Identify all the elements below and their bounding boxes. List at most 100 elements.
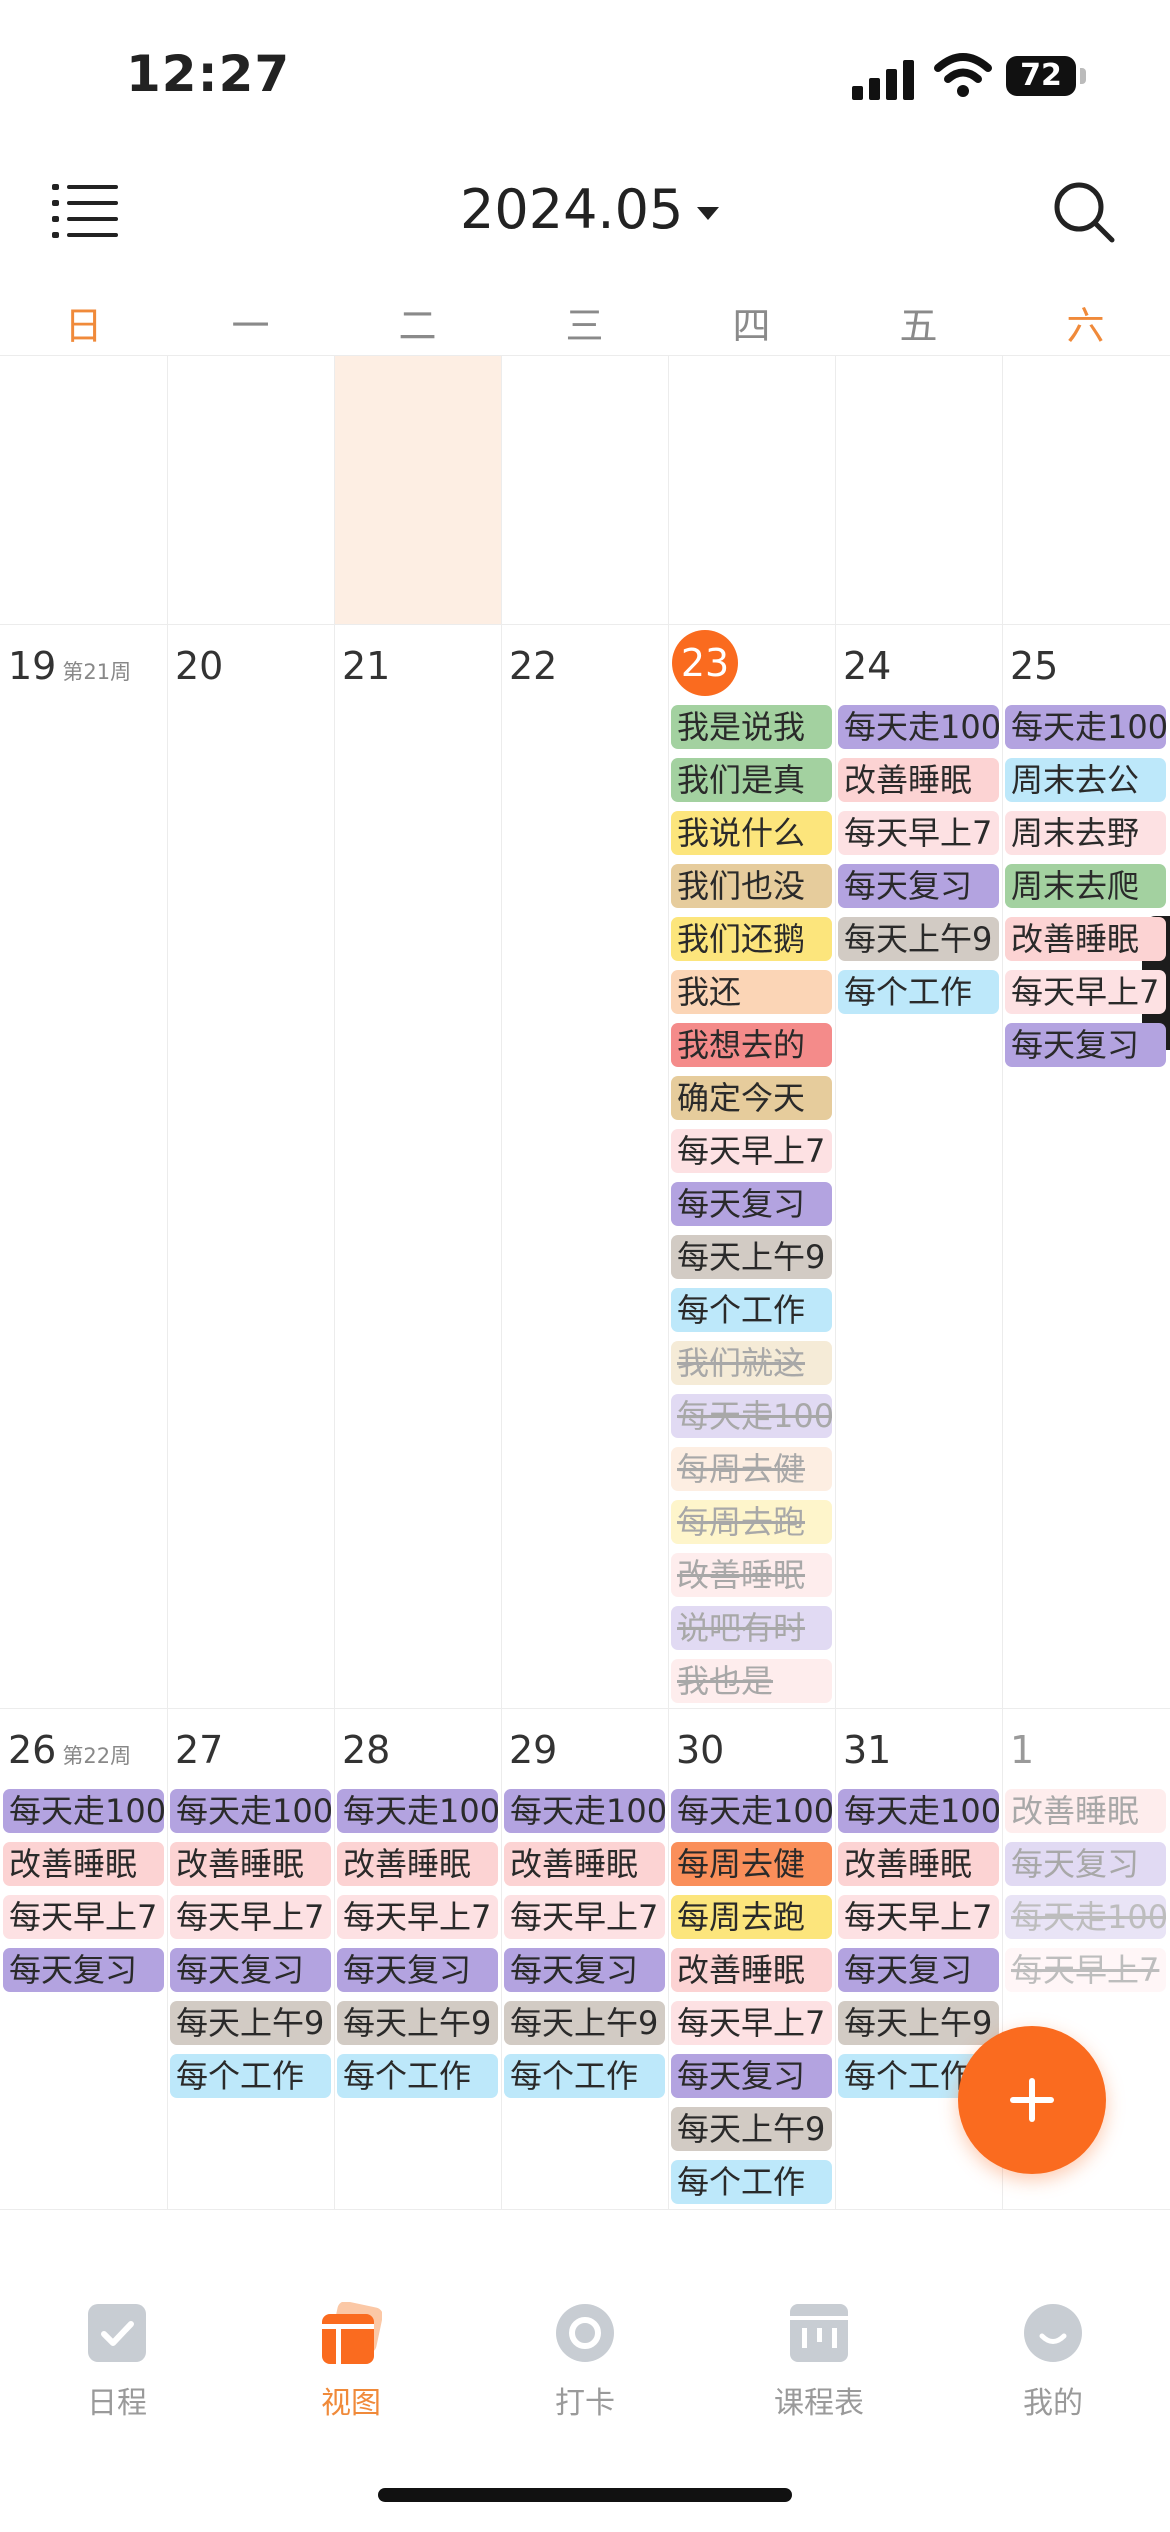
event-chip[interactable]: 每天早上7 [170,1895,331,1939]
event-chip[interactable]: 每天走100 [504,1789,665,1833]
event-chip[interactable]: 每天早上7 [671,1129,832,1173]
day-cell-date[interactable]: 1 [1010,1728,1034,1772]
event-chip[interactable]: 每天复习 [838,1948,999,1992]
list-menu-icon[interactable] [52,180,118,240]
event-chip[interactable]: 我们也没 [671,864,832,908]
event-chip[interactable]: 每天复习 [1005,1023,1166,1067]
day-cell-date[interactable]: 25 [1010,644,1058,688]
day-cell-date[interactable]: 24 [843,644,891,688]
event-chip[interactable]: 每个工作 [337,2054,498,2098]
day-cell-date[interactable]: 22 [509,644,557,688]
weekday-sun: 日 [64,304,103,348]
event-chip[interactable]: 每个工作 [504,2054,665,2098]
event-chip[interactable]: 改善睡眠 [838,758,999,802]
day-cell-date[interactable]: 31 [843,1728,891,1772]
event-chip[interactable]: 每天走100 [1005,705,1166,749]
event-chip[interactable]: 每天复习 [671,1182,832,1226]
event-chip[interactable]: 每天复习 [838,864,999,908]
date-number: 19 [8,644,57,688]
event-chip[interactable]: 改善睡眠 [671,1948,832,1992]
event-chip[interactable]: 周末去爬 [1005,864,1166,908]
event-chip[interactable]: 每天早上7 [1005,1948,1166,1992]
day-cell-date[interactable]: 19 第21周 [8,644,131,688]
event-chip[interactable]: 确定今天 [671,1076,832,1120]
event-chip[interactable]: 每天早上7 [337,1895,498,1939]
event-chip[interactable]: 每天上午9 [170,2001,331,2045]
event-chip[interactable]: 每天复习 [504,1948,665,1992]
event-chip[interactable]: 改善睡眠 [1005,917,1166,961]
checkbox-icon [88,2304,146,2362]
event-chip[interactable]: 每天走100 [671,1394,832,1438]
day-cell-date[interactable]: 21 [342,644,390,688]
tab-timetable[interactable]: 课程表 [702,2250,936,2421]
event-chip[interactable]: 每天走100 [170,1789,331,1833]
event-chip[interactable]: 我还 [671,970,832,1014]
event-chip[interactable]: 每天早上7 [838,811,999,855]
event-chip[interactable]: 每天上午9 [671,1235,832,1279]
event-chip[interactable]: 每天走100 [671,1789,832,1833]
event-chip[interactable]: 每天走100 [838,1789,999,1833]
event-chip[interactable]: 改善睡眠 [170,1842,331,1886]
event-chip[interactable]: 每天上午9 [337,2001,498,2045]
event-chip[interactable]: 每周去跑 [671,1895,832,1939]
caret-down-icon [697,206,720,220]
day-cell-date[interactable]: 27 [175,1728,223,1772]
event-chip[interactable]: 改善睡眠 [3,1842,164,1886]
event-chip[interactable]: 改善睡眠 [671,1553,832,1597]
event-chip[interactable]: 改善睡眠 [838,1842,999,1886]
date-number: 22 [509,644,558,688]
event-chip[interactable]: 每天上午9 [671,2107,832,2151]
event-chip[interactable]: 每天早上7 [504,1895,665,1939]
event-chip[interactable]: 每天上午9 [838,2001,999,2045]
event-chip[interactable]: 改善睡眠 [1005,1789,1166,1833]
tab-profile[interactable]: 我的 [936,2250,1170,2421]
event-chip[interactable]: 每天复习 [337,1948,498,1992]
event-chip[interactable]: 每天走100 [3,1789,164,1833]
event-chip[interactable]: 改善睡眠 [337,1842,498,1886]
event-chip[interactable]: 每周去跑 [671,1500,832,1544]
today-date-badge[interactable]: 23 [672,630,738,696]
event-chip[interactable]: 改善睡眠 [504,1842,665,1886]
event-chip[interactable]: 我们就这 [671,1341,832,1385]
event-chip[interactable]: 每天上午9 [838,917,999,961]
day-cell-date[interactable]: 20 [175,644,223,688]
event-chip[interactable]: 说吧有时 [671,1606,832,1650]
day-cell-date[interactable]: 29 [509,1728,557,1772]
event-chip[interactable]: 每周去健 [671,1842,832,1886]
event-chip[interactable]: 周末去公 [1005,758,1166,802]
tab-view[interactable]: 视图 [234,2250,468,2421]
event-chip[interactable]: 我是说我 [671,705,832,749]
event-chip[interactable]: 每个工作 [170,2054,331,2098]
month-selector[interactable]: 2024.05 [460,178,720,241]
event-chip[interactable]: 我说什么 [671,811,832,855]
weekday-sat: 六 [1066,304,1105,348]
event-chip[interactable]: 每个工作 [671,2160,832,2204]
event-chip[interactable]: 每天走100 [337,1789,498,1833]
event-chip[interactable]: 每天走100 [838,705,999,749]
day-cell-date[interactable]: 30 [676,1728,724,1772]
event-chip[interactable]: 每天早上7 [671,2001,832,2045]
event-chip[interactable]: 每个工作 [838,970,999,1014]
tab-checkin[interactable]: 打卡 [468,2250,702,2421]
event-chip[interactable]: 每天上午9 [504,2001,665,2045]
day-cell-date[interactable]: 26 第22周 [8,1728,131,1772]
event-chip[interactable]: 每个工作 [671,1288,832,1332]
event-chip[interactable]: 每天早上7 [1005,970,1166,1014]
event-chip[interactable]: 每天复习 [1005,1842,1166,1886]
day-cell-date[interactable]: 28 [342,1728,390,1772]
tab-schedule[interactable]: 日程 [0,2250,234,2421]
event-chip[interactable]: 周末去野 [1005,811,1166,855]
event-chip[interactable]: 每天复习 [170,1948,331,1992]
event-chip[interactable]: 每天早上7 [838,1895,999,1939]
search-icon[interactable] [1052,180,1116,244]
event-chip[interactable]: 我想去的 [671,1023,832,1067]
event-chip[interactable]: 我们还鹅 [671,917,832,961]
event-chip[interactable]: 每周去健 [671,1447,832,1491]
event-chip[interactable]: 我们是真 [671,758,832,802]
event-chip[interactable]: 我也是 [671,1659,832,1703]
event-chip[interactable]: 每天复习 [3,1948,164,1992]
add-event-button[interactable] [958,2026,1106,2174]
event-chip[interactable]: 每天早上7 [3,1895,164,1939]
event-chip[interactable]: 每天复习 [671,2054,832,2098]
event-chip[interactable]: 每天走100 [1005,1895,1166,1939]
